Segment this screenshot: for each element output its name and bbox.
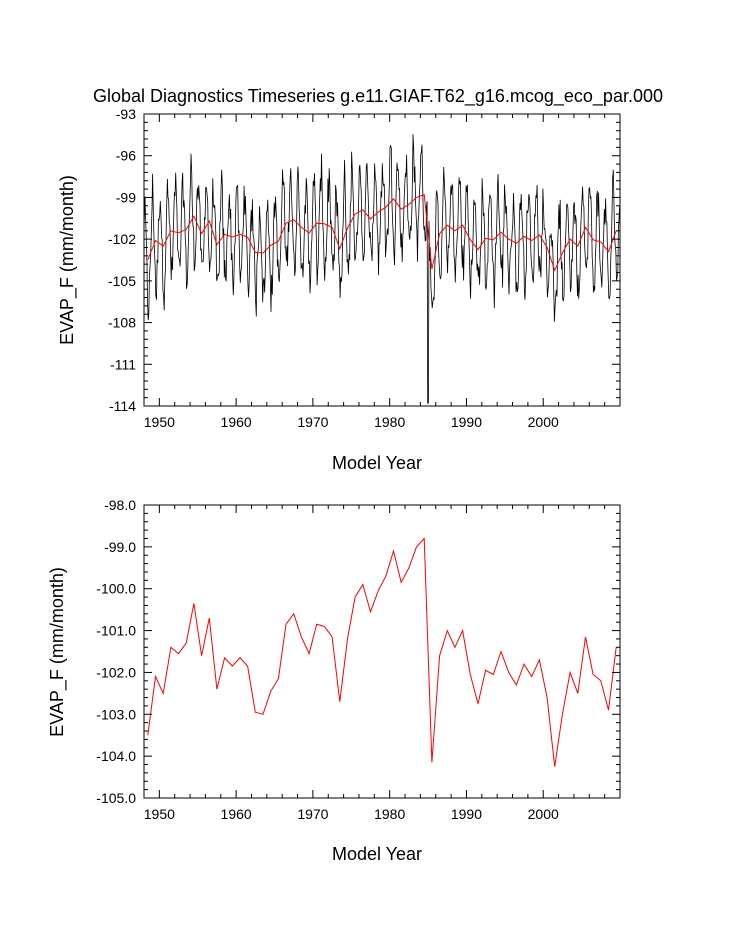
top-series-group — [143, 134, 621, 404]
y-tick-label: -101.0 — [96, 623, 136, 639]
y-tick-label: -100.0 — [96, 581, 136, 597]
x-tick-label: 2000 — [528, 414, 559, 430]
y-tick-label: -111 — [110, 356, 136, 372]
x-tick-label: 2000 — [528, 806, 559, 822]
y-tick-label: -108 — [108, 315, 136, 331]
top-x-axis-label: Model Year — [332, 453, 422, 473]
top-panel: Global Diagnostics Timeseries g.e11.GIAF… — [57, 86, 663, 473]
x-tick-label: 1970 — [297, 806, 328, 822]
top-y-axis-label: EVAP_F (mm/month) — [57, 175, 78, 345]
y-tick-label: -105 — [108, 273, 136, 289]
x-tick-label: 1950 — [144, 414, 175, 430]
y-tick-label: -102 — [108, 231, 136, 247]
annual-overlay-line — [147, 193, 617, 272]
bottom-y-axis-label: EVAP_F (mm/month) — [47, 567, 68, 737]
bottom-panel: 1950 1960 1970 1980 1990 2000 -105.0 -104.0 -103… — [47, 497, 621, 864]
monthly-line — [143, 134, 621, 404]
y-tick-label: -114 — [109, 398, 136, 414]
y-tick-label: -102.0 — [96, 664, 136, 680]
x-tick-label: 1990 — [451, 806, 482, 822]
y-tick-label: -93 — [116, 106, 136, 122]
bottom-x-axis-label: Model Year — [332, 844, 422, 864]
y-tick-label: -96 — [116, 148, 136, 164]
bottom-series-group — [147, 537, 617, 767]
x-tick-label: 1970 — [297, 414, 328, 430]
x-tick-label: 1960 — [221, 806, 252, 822]
y-tick-label: -99.0 — [104, 539, 136, 555]
y-tick-label: -98.0 — [104, 497, 136, 513]
bottom-plot-frame — [143, 504, 621, 799]
top-plot-frame — [143, 113, 621, 407]
chart-title: Global Diagnostics Timeseries g.e11.GIAF… — [93, 86, 663, 107]
x-tick-label: 1950 — [144, 806, 175, 822]
x-tick-label: 1980 — [374, 806, 405, 822]
x-tick-label: 1980 — [374, 414, 405, 430]
top-axis-ticks: 1950 1960 1970 1980 1990 2000 -114 -111 -108 -105… — [108, 106, 620, 430]
y-tick-label: -105.0 — [96, 790, 136, 806]
bottom-axis-ticks: 1950 1960 1970 1980 1990 2000 -105.0 -104.0 -103… — [96, 497, 620, 822]
y-tick-label: -99 — [116, 189, 136, 205]
y-tick-label: -103.0 — [96, 706, 136, 722]
x-tick-label: 1990 — [451, 414, 482, 430]
x-tick-label: 1960 — [221, 414, 252, 430]
annual-mean-line — [147, 537, 617, 767]
y-tick-label: -104.0 — [96, 748, 136, 764]
